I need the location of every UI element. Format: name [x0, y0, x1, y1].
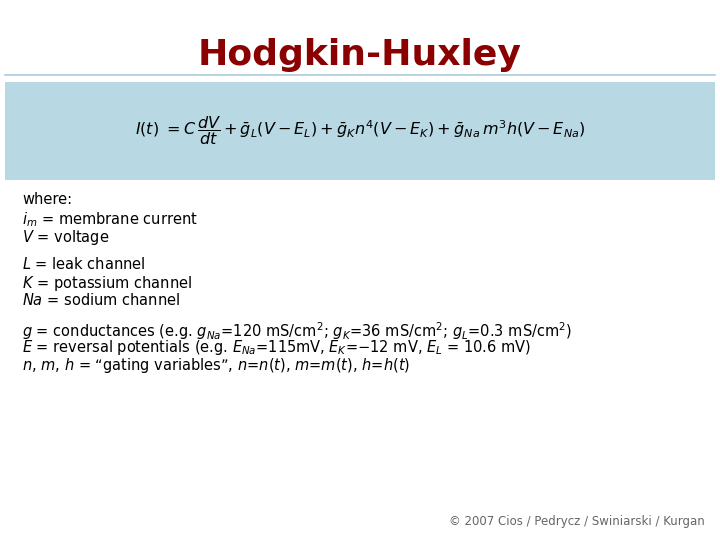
- Text: $g$ = conductances (e.g. $g_{Na}$=120 mS/cm$^2$; $g_K$=36 mS/cm$^2$; $g_L$=0.3 m: $g$ = conductances (e.g. $g_{Na}$=120 mS…: [22, 320, 572, 342]
- Text: $V$ = voltage: $V$ = voltage: [22, 228, 109, 247]
- Text: $n$, $m$, $h$ = “gating variables”, $n$=$n(t)$, $m$=$m(t)$, $h$=$h(t)$: $n$, $m$, $h$ = “gating variables”, $n$=…: [22, 356, 410, 375]
- Text: $Na$ = sodium channel: $Na$ = sodium channel: [22, 292, 180, 308]
- Text: $i_m$ = membrane current: $i_m$ = membrane current: [22, 210, 198, 229]
- Text: where:: where:: [22, 192, 72, 207]
- Text: © 2007 Cios / Pedrycz / Swiniarski / Kurgan: © 2007 Cios / Pedrycz / Swiniarski / Kur…: [449, 515, 705, 528]
- Text: $I(t)\ =C\,\dfrac{dV}{dt}+\bar{g}_L(V-E_L)+\bar{g}_K n^4(V-E_K)+\bar{g}_{Na}\,m^: $I(t)\ =C\,\dfrac{dV}{dt}+\bar{g}_L(V-E_…: [135, 114, 585, 147]
- Text: $L$ = leak channel: $L$ = leak channel: [22, 256, 145, 272]
- Text: $E$ = reversal potentials (e.g. $E_{Na}$=115mV, $E_K$=−12 mV, $E_L$ = 10.6 mV): $E$ = reversal potentials (e.g. $E_{Na}$…: [22, 338, 531, 357]
- Text: $K$ = potassium channel: $K$ = potassium channel: [22, 274, 192, 293]
- Text: Hodgkin-Huxley: Hodgkin-Huxley: [198, 38, 522, 72]
- FancyBboxPatch shape: [5, 82, 715, 180]
